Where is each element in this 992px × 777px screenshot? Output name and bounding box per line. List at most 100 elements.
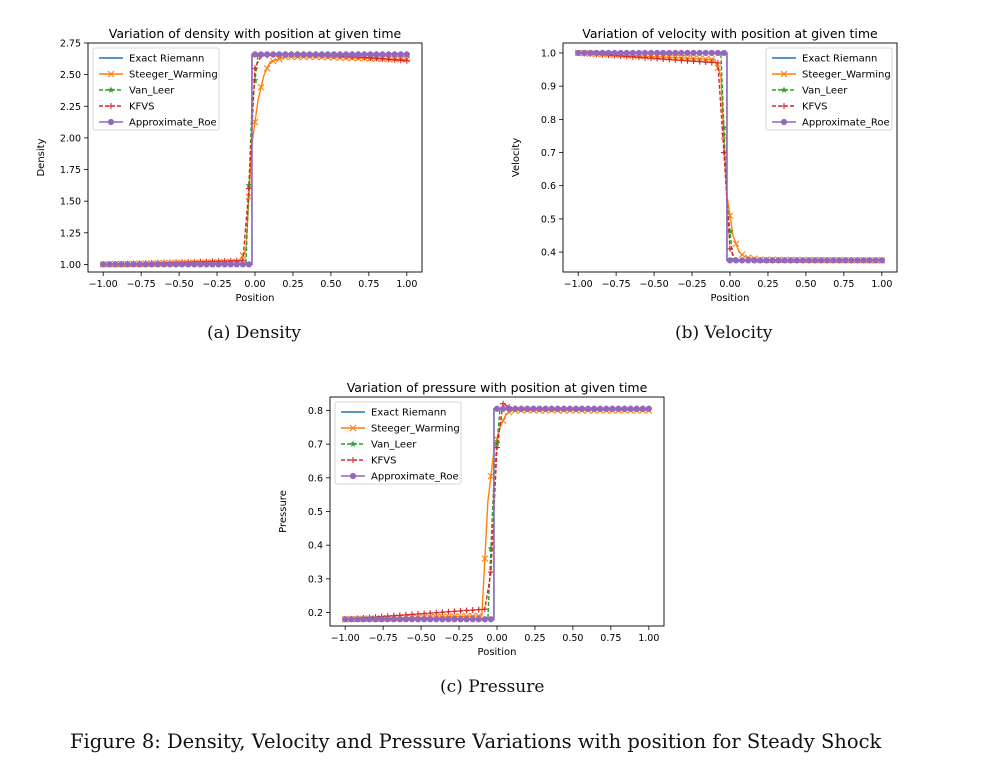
- circle-marker: [878, 257, 885, 264]
- circle-marker: [635, 49, 643, 57]
- circle-marker: [203, 261, 210, 268]
- x-axis-label: Position: [711, 293, 750, 304]
- y-tick-label: 2.75: [60, 39, 81, 50]
- series-approximate-roe: [342, 405, 652, 623]
- legend-entry: KFVS: [99, 102, 155, 113]
- circle-marker: [597, 405, 604, 412]
- legend-label: Van_Leer: [371, 440, 417, 451]
- circle-marker: [684, 49, 691, 57]
- circle-marker: [209, 261, 216, 268]
- circle-marker: [445, 616, 452, 623]
- plus-marker: [654, 55, 661, 62]
- circle-marker: [781, 257, 788, 264]
- circle-marker: [354, 616, 361, 623]
- star-marker: [720, 124, 728, 131]
- legend-entry: Approximate_Roe: [772, 118, 890, 129]
- x-tick-label: 0.25: [757, 279, 778, 290]
- y-tick-label: 0.8: [308, 406, 323, 417]
- x-tick-label: −0.25: [444, 633, 473, 644]
- circle-marker: [106, 261, 113, 268]
- circle-marker: [118, 261, 125, 268]
- legend-entry: Van_Leer: [99, 86, 175, 97]
- x-marker: [349, 424, 357, 432]
- circle-marker: [726, 257, 734, 264]
- circle-marker: [360, 616, 367, 623]
- plus-marker: [696, 58, 703, 65]
- circle-marker: [629, 49, 636, 57]
- circle-marker: [451, 616, 458, 623]
- circle-marker: [288, 51, 295, 58]
- series-approximate-roe: [100, 51, 410, 268]
- x-marker: [738, 251, 746, 258]
- circle-marker: [136, 261, 143, 268]
- circle-marker: [100, 261, 107, 268]
- circle-marker: [348, 616, 355, 623]
- circle-marker: [391, 51, 398, 58]
- legend-entry: Van_Leer: [772, 86, 848, 97]
- circle-marker: [769, 257, 776, 264]
- circle-marker: [732, 257, 740, 264]
- circle-marker: [355, 51, 362, 58]
- circle-marker: [421, 616, 428, 623]
- x-marker: [257, 83, 265, 91]
- plus-marker: [494, 444, 500, 451]
- plus-marker: [702, 59, 709, 66]
- circle-marker: [830, 257, 837, 264]
- circle-marker: [787, 257, 794, 264]
- legend-label: KFVS: [371, 456, 397, 467]
- circle-marker: [799, 257, 806, 264]
- circle-marker: [427, 616, 434, 623]
- circle-marker: [379, 51, 386, 58]
- circle-marker: [282, 51, 289, 58]
- circle-marker: [330, 51, 338, 58]
- y-tick-label: 0.7: [308, 440, 323, 451]
- legend-entry: Exact Riemann: [341, 408, 446, 419]
- circle-marker: [191, 261, 198, 268]
- plus-marker: [463, 607, 470, 614]
- plus-marker: [451, 608, 458, 615]
- circle-marker: [336, 51, 344, 58]
- legend-box: [92, 47, 220, 131]
- x-tick-label: −1.00: [564, 279, 593, 290]
- circle-marker: [373, 51, 380, 58]
- circle-marker: [372, 616, 379, 623]
- y-tick-label: 0.4: [541, 248, 556, 259]
- legend-label: Steeger_Warming: [129, 70, 218, 81]
- legend-label: Van_Leer: [802, 86, 848, 97]
- legend: Exact Riemann Steeger_Warming Van_Leer KFVS…: [334, 401, 462, 485]
- chart-title: Variation of pressure with position at g…: [347, 380, 648, 395]
- circle-marker: [666, 49, 673, 57]
- circle-marker: [154, 261, 161, 268]
- chart-title: Variation of density with position at gi…: [109, 26, 402, 41]
- y-axis-label: Density: [36, 138, 47, 176]
- star-marker: [726, 227, 734, 235]
- circle-marker: [708, 49, 715, 57]
- star-marker: [487, 544, 495, 552]
- circle-marker: [599, 49, 606, 57]
- circle-marker: [554, 405, 561, 412]
- plus-marker: [666, 56, 673, 63]
- circle-marker: [342, 51, 350, 58]
- y-tick-label: 0.2: [308, 608, 323, 619]
- circle-marker: [493, 405, 501, 412]
- plus-marker: [684, 57, 691, 64]
- circle-marker: [294, 51, 301, 58]
- legend-label: KFVS: [129, 102, 155, 113]
- circle-marker: [720, 49, 728, 57]
- x-tick-label: 0.50: [795, 279, 816, 290]
- circle-marker: [349, 51, 356, 58]
- circle-marker: [366, 616, 373, 623]
- circle-marker: [124, 261, 131, 268]
- legend-label: Steeger_Warming: [371, 424, 460, 435]
- circle-marker: [481, 616, 488, 623]
- density-caption: (a) Density: [207, 323, 302, 343]
- x-tick-label: 0.25: [282, 279, 303, 290]
- circle-marker: [197, 261, 204, 268]
- circle-marker: [745, 257, 752, 264]
- circle-marker: [587, 49, 594, 57]
- x-tick-label: −0.25: [202, 279, 231, 290]
- circle-marker: [591, 405, 598, 412]
- plus-marker: [108, 103, 114, 109]
- circle-marker: [739, 257, 746, 264]
- circle-marker: [872, 257, 879, 264]
